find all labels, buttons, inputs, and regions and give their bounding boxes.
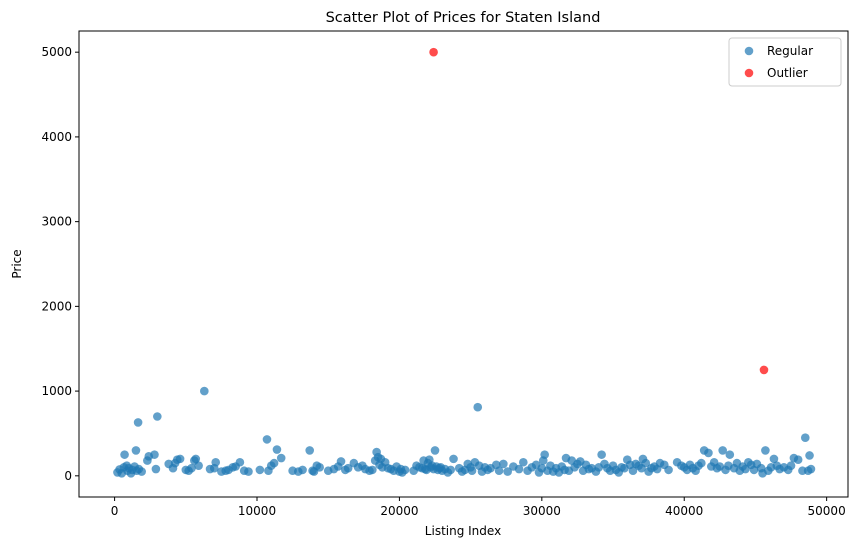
data-point-regular [446, 465, 455, 475]
y-tick-label: 5000 [41, 45, 72, 59]
plot-frame [78, 30, 849, 498]
data-point-regular [153, 412, 162, 421]
data-point-outlier [429, 47, 438, 57]
data-point-regular [298, 465, 307, 475]
data-point-regular [305, 446, 315, 455]
data-point-regular [400, 465, 410, 475]
x-tick-label: 30000 [523, 504, 561, 518]
y-tick-label: 2000 [41, 299, 72, 313]
data-point-regular [211, 457, 221, 467]
data-point-regular [269, 458, 279, 468]
data-point-regular [718, 446, 727, 455]
x-axis-label: Listing Index [425, 524, 501, 538]
y-tick-label: 0 [64, 469, 72, 483]
data-point-regular [137, 467, 146, 476]
data-point-regular [336, 457, 346, 466]
data-point-regular [769, 454, 779, 464]
data-point-regular [131, 446, 141, 455]
points-layer [113, 47, 816, 478]
data-point-regular [187, 463, 196, 473]
data-point-regular [540, 450, 549, 459]
data-point-regular [704, 448, 713, 458]
data-point-outlier [759, 365, 769, 375]
data-point-regular [800, 433, 810, 442]
data-point-regular [368, 465, 377, 475]
data-point-regular [494, 466, 504, 476]
legend-marker-outlier [744, 68, 754, 78]
data-point-regular [725, 450, 735, 459]
data-point-regular [343, 463, 353, 473]
data-point-regular [150, 450, 159, 459]
data-point-regular [315, 463, 324, 472]
data-point-regular [276, 453, 286, 463]
data-point-regular [430, 446, 440, 455]
data-point-regular [175, 454, 185, 464]
y-tick-label: 4000 [41, 130, 72, 144]
data-point-regular [761, 446, 770, 455]
data-point-regular [194, 461, 203, 470]
x-tick-label: 0 [111, 504, 119, 518]
data-point-regular [235, 457, 245, 467]
legend-marker-regular [744, 46, 754, 56]
data-point-regular [499, 459, 508, 469]
legend-label-regular: Regular [767, 44, 813, 58]
data-point-regular [151, 464, 161, 474]
data-point-regular [805, 451, 814, 460]
data-point-regular [272, 445, 282, 454]
data-point-regular [244, 467, 253, 476]
x-axis-ticks: 0 10000 20000 30000 40000 50000 [111, 497, 846, 518]
data-point-regular [255, 465, 265, 475]
y-tick-label: 3000 [41, 215, 72, 229]
data-point-regular [120, 450, 129, 459]
data-point-regular [597, 450, 606, 459]
chart-title: Scatter Plot of Prices for Staten Island [326, 10, 601, 26]
data-point-regular [519, 457, 528, 467]
data-point-regular [503, 467, 512, 476]
data-point-regular [191, 454, 201, 464]
data-point-regular [697, 458, 706, 468]
x-tick-label: 10000 [238, 504, 276, 518]
data-point-regular [133, 418, 143, 427]
data-point-regular [262, 435, 272, 444]
data-point-regular [514, 464, 524, 474]
data-point-regular [467, 466, 477, 476]
legend-box [728, 37, 842, 87]
x-tick-label: 40000 [665, 504, 703, 518]
data-point-regular [200, 386, 209, 396]
data-point-regular [806, 464, 816, 474]
y-tick-label: 1000 [41, 384, 72, 398]
x-tick-label: 50000 [808, 504, 846, 518]
data-point-regular [449, 454, 458, 464]
x-tick-label: 20000 [380, 504, 418, 518]
data-point-regular [473, 402, 483, 412]
legend-label-outlier: Outlier [767, 66, 808, 80]
data-point-regular [628, 466, 638, 476]
legend: Regular Outlier [728, 37, 842, 87]
y-axis-label: Price [10, 249, 24, 278]
data-point-regular [664, 465, 673, 475]
data-point-regular [793, 455, 803, 465]
y-axis-ticks: 0 1000 2000 3000 4000 5000 [41, 45, 79, 483]
data-point-regular [786, 461, 796, 470]
data-point-regular [641, 458, 651, 468]
